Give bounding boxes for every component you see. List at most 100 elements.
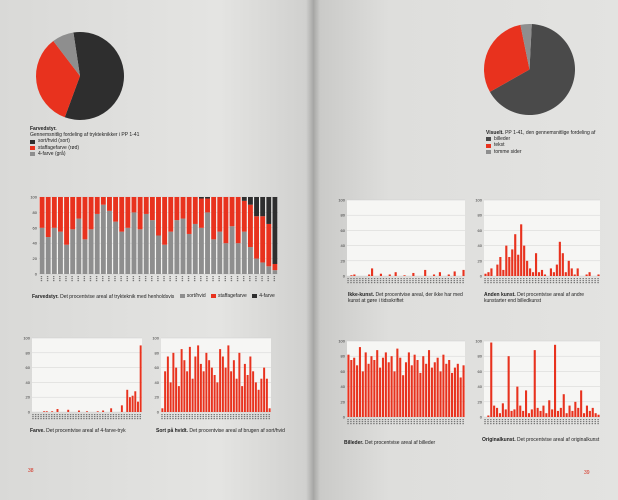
x-tick-mark bbox=[556, 423, 559, 425]
x-tick-mark bbox=[388, 278, 391, 280]
x-tick-mark bbox=[519, 421, 521, 423]
x-tick-mark bbox=[364, 421, 367, 423]
stacked-bar-segment bbox=[70, 197, 76, 230]
x-tick-mark bbox=[210, 418, 213, 420]
x-tick-mark bbox=[65, 280, 67, 282]
x-tick-mark bbox=[260, 418, 262, 420]
x-tick-mark bbox=[441, 278, 444, 280]
y-tick-label: 100 bbox=[338, 198, 345, 203]
stacked-bar-segment bbox=[100, 197, 106, 205]
x-tick-mark bbox=[450, 419, 453, 421]
stacked-bar-segment bbox=[94, 213, 100, 274]
bar bbox=[438, 272, 441, 276]
x-tick-mark bbox=[558, 278, 561, 280]
x-tick-mark bbox=[172, 414, 174, 416]
x-tick-mark bbox=[406, 280, 408, 282]
bar bbox=[523, 245, 526, 276]
x-tick-mark bbox=[402, 421, 404, 423]
bar bbox=[433, 362, 436, 417]
x-tick-mark bbox=[447, 278, 450, 280]
bar bbox=[448, 360, 451, 417]
x-tick-mark bbox=[230, 280, 233, 282]
x-tick-mark bbox=[390, 423, 392, 425]
bar bbox=[577, 407, 580, 417]
x-tick-mark bbox=[502, 280, 504, 282]
x-tick-mark bbox=[53, 414, 56, 416]
x-tick-mark bbox=[527, 423, 530, 425]
x-tick-mark bbox=[591, 282, 593, 284]
x-tick-mark bbox=[499, 278, 501, 280]
stacked-bar-segment bbox=[45, 197, 51, 238]
bar bbox=[459, 377, 462, 417]
x-tick-mark bbox=[496, 280, 498, 282]
x-tick-mark bbox=[397, 278, 399, 280]
y-tick-label: 40 bbox=[341, 384, 346, 389]
x-tick-mark bbox=[108, 280, 110, 282]
bar bbox=[96, 411, 99, 412]
x-tick-mark bbox=[355, 419, 358, 421]
bar bbox=[208, 360, 211, 412]
bar-chart-four-color: 0 20 40 60 80 100 bbox=[23, 336, 142, 420]
x-tick-mark bbox=[418, 278, 420, 280]
x-tick-mark bbox=[267, 276, 269, 278]
x-tick-mark bbox=[202, 414, 204, 416]
x-tick-mark bbox=[131, 416, 133, 418]
x-tick-mark bbox=[202, 418, 204, 420]
x-tick-mark bbox=[59, 416, 61, 418]
stacked-bar-segment bbox=[211, 239, 217, 274]
x-tick-mark bbox=[496, 278, 498, 280]
bar bbox=[594, 413, 597, 417]
x-tick-mark bbox=[71, 280, 73, 282]
x-tick-mark bbox=[418, 282, 420, 284]
caption-subtitle: Det procentvise areal af brugen af sort/… bbox=[189, 428, 285, 434]
x-tick-mark bbox=[388, 282, 391, 284]
x-tick-mark bbox=[161, 416, 163, 418]
bar bbox=[128, 397, 131, 412]
caption-title: Billeder. bbox=[344, 440, 364, 446]
caption-pie-right: Visuelt. PP 1-41, den gennemsnitlige for… bbox=[486, 130, 601, 155]
x-tick-mark bbox=[376, 423, 378, 425]
caption-subtitle: Det procentvise areal af trykteknik med … bbox=[60, 294, 175, 301]
caption-subtitle: Det procentvise areal af andre kunstarte… bbox=[484, 292, 585, 305]
x-tick-mark bbox=[567, 282, 570, 284]
x-tick-mark bbox=[419, 419, 421, 421]
x-tick-mark bbox=[530, 421, 533, 423]
x-tick-mark bbox=[191, 418, 193, 420]
x-tick-mark bbox=[570, 280, 573, 282]
bar bbox=[194, 356, 197, 412]
x-tick-mark bbox=[64, 414, 66, 416]
x-tick-mark bbox=[53, 418, 56, 420]
x-tick-mark bbox=[91, 414, 93, 416]
pie-slice bbox=[484, 24, 530, 92]
x-tick-mark bbox=[536, 421, 538, 423]
x-tick-mark bbox=[567, 278, 570, 280]
x-tick-mark bbox=[71, 276, 73, 278]
stacked-bar-segment bbox=[39, 197, 45, 228]
bar bbox=[432, 274, 436, 276]
x-tick-mark bbox=[490, 419, 492, 421]
x-tick-mark bbox=[409, 278, 411, 280]
stacked-bar-segment bbox=[241, 197, 247, 201]
x-tick-mark bbox=[561, 278, 564, 280]
x-tick-mark bbox=[138, 280, 141, 282]
bar bbox=[419, 372, 422, 417]
x-tick-mark bbox=[128, 414, 131, 416]
bar bbox=[353, 357, 356, 417]
x-tick-mark bbox=[379, 282, 382, 284]
x-tick-mark bbox=[40, 414, 42, 416]
x-tick-mark bbox=[40, 418, 42, 420]
bar bbox=[517, 254, 520, 276]
x-tick-mark bbox=[347, 419, 349, 421]
bar bbox=[183, 360, 186, 412]
x-tick-mark bbox=[594, 278, 596, 280]
x-tick-mark bbox=[526, 278, 528, 280]
x-tick-mark bbox=[128, 418, 131, 420]
x-tick-mark bbox=[227, 416, 229, 418]
bar bbox=[416, 360, 419, 417]
x-tick-mark bbox=[456, 423, 459, 425]
x-tick-mark bbox=[456, 419, 459, 421]
legend-item: billeder bbox=[486, 136, 601, 142]
x-tick-mark bbox=[157, 278, 159, 280]
x-tick-mark bbox=[442, 419, 444, 421]
stacked-bar-segment bbox=[131, 212, 137, 274]
